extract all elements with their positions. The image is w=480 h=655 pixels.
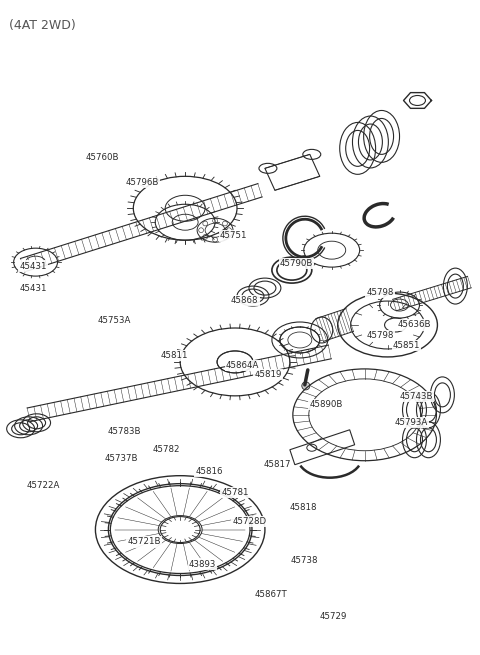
Text: 45722A: 45722A — [26, 481, 60, 489]
Text: 45816: 45816 — [195, 467, 223, 476]
Text: 45864A: 45864A — [226, 361, 259, 370]
Text: 45743B: 45743B — [399, 392, 433, 402]
Text: 45793A: 45793A — [395, 418, 428, 427]
Text: 45729: 45729 — [320, 612, 347, 621]
Text: 45728D: 45728D — [232, 517, 266, 526]
Text: 45819: 45819 — [254, 370, 281, 379]
Text: 45796B: 45796B — [125, 178, 158, 187]
Text: 45818: 45818 — [290, 503, 317, 512]
Text: 45790B: 45790B — [280, 259, 313, 268]
Text: 45738: 45738 — [291, 556, 318, 565]
Text: 45431: 45431 — [20, 261, 47, 271]
Text: 45851: 45851 — [393, 341, 420, 350]
Text: 45867T: 45867T — [255, 590, 288, 599]
Text: (4AT 2WD): (4AT 2WD) — [9, 18, 75, 31]
Text: 45868: 45868 — [231, 296, 259, 305]
Text: 45753A: 45753A — [98, 316, 132, 326]
Text: 45760B: 45760B — [86, 153, 120, 162]
Text: 45782: 45782 — [153, 445, 180, 453]
Text: 45798: 45798 — [367, 331, 394, 340]
Text: 43893: 43893 — [189, 559, 216, 569]
Text: 45811: 45811 — [161, 351, 188, 360]
Text: 45781: 45781 — [221, 488, 249, 496]
Circle shape — [302, 382, 310, 390]
Text: 45636B: 45636B — [398, 320, 432, 329]
Text: 45431: 45431 — [20, 284, 47, 293]
Text: 45783B: 45783B — [108, 427, 141, 436]
Text: 45721B: 45721B — [128, 537, 161, 546]
Text: 45817: 45817 — [264, 460, 291, 469]
Text: 45890B: 45890B — [310, 400, 343, 409]
Text: 45798: 45798 — [367, 288, 394, 297]
Text: 45751: 45751 — [220, 231, 248, 240]
Text: 45737B: 45737B — [105, 454, 139, 462]
